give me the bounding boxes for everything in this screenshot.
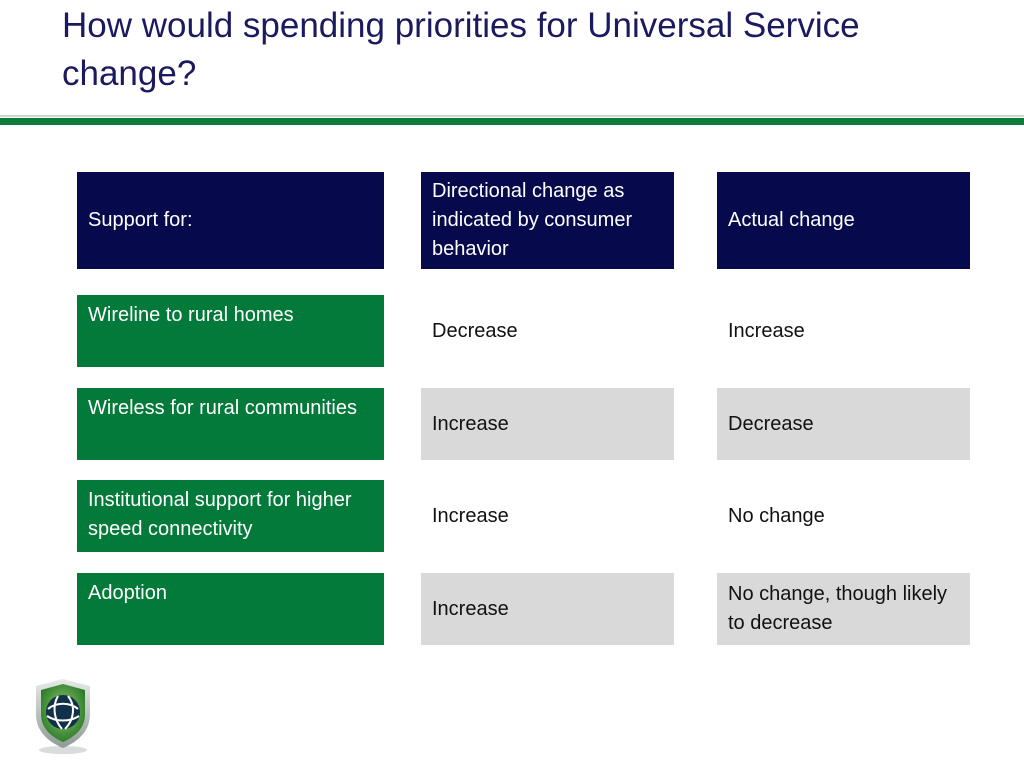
row-directional-wireless: Increase	[421, 388, 674, 460]
row-directional-wireline: Decrease	[432, 319, 518, 342]
slide-title: How would spending priorities for Univer…	[62, 6, 860, 93]
row-label-institutional: Institutional support for higher speed c…	[77, 480, 384, 552]
title-divider	[0, 118, 1024, 125]
title-divider-thin	[0, 115, 1024, 117]
row-label-adoption: Adoption	[77, 573, 384, 645]
row-label-wireless: Wireless for rural communities	[77, 388, 384, 460]
row-directional-institutional: Increase	[432, 504, 509, 527]
row-actual-institutional: No change	[728, 504, 825, 527]
header-actual-change: Actual change	[717, 172, 970, 269]
row-actual-wireline: Increase	[728, 319, 805, 342]
row-label-wireline: Wireline to rural homes	[77, 295, 384, 367]
header-support-for: Support for:	[77, 172, 384, 269]
row-actual-adoption: No change, though likely to decrease	[717, 573, 970, 645]
shield-globe-icon	[32, 676, 94, 756]
row-actual-wireless: Decrease	[717, 388, 970, 460]
header-directional-change: Directional change as indicated by consu…	[421, 172, 674, 269]
row-directional-adoption: Increase	[421, 573, 674, 645]
